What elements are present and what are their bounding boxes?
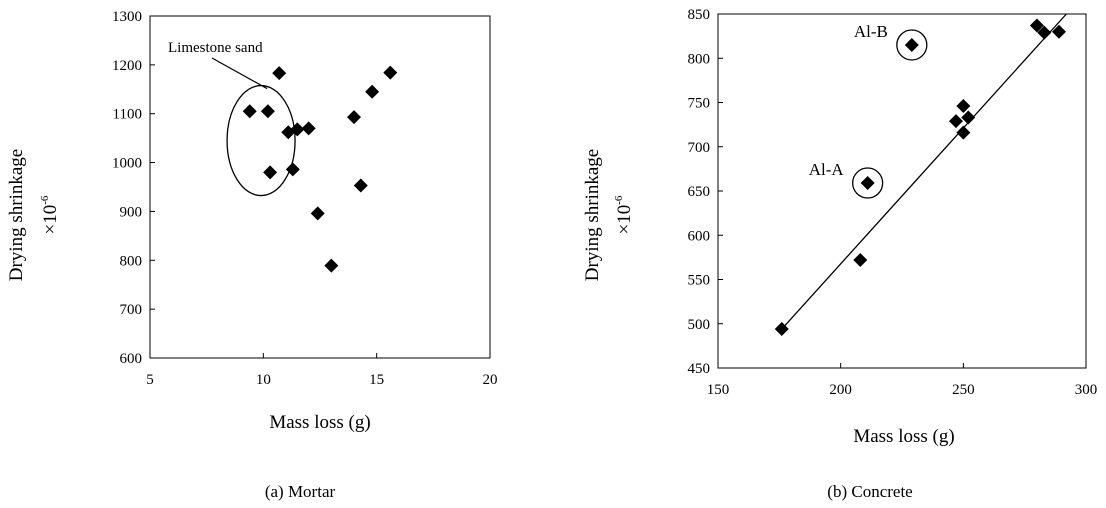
concrete-y-axis-unit: ×10-6	[613, 195, 635, 234]
mortar-data-point	[272, 66, 287, 81]
mortar-x-tick-label: 5	[146, 372, 154, 388]
concrete-x-tick-label: 250	[952, 382, 975, 398]
mortar-data-point	[242, 104, 257, 119]
mortar-data-point	[260, 104, 275, 119]
mortar-y-tick-label: 600	[120, 351, 143, 367]
mortar-x-tick-label: 15	[369, 372, 384, 388]
concrete-y-tick-label: 500	[688, 317, 711, 333]
mortar-y-tick-label: 900	[120, 204, 143, 220]
concrete-data-point	[1037, 25, 1052, 40]
concrete-data-point	[853, 253, 868, 268]
concrete-highlight-circle	[852, 167, 884, 199]
concrete-fit-line	[781, 13, 1067, 330]
mortar-data-point	[301, 121, 316, 136]
concrete-points	[774, 18, 1067, 337]
mortar-y-tick-label: 800	[120, 253, 143, 269]
concrete-trend-line	[781, 13, 1067, 330]
mortar-x-tick-label: 20	[483, 372, 498, 388]
concrete-y-tick-label: 650	[688, 184, 711, 200]
concrete-x-tick-label: 300	[1075, 382, 1098, 398]
concrete-y-tick-label: 550	[688, 273, 711, 289]
mortar-data-point	[310, 206, 325, 221]
mortar-y-tick-label: 1200	[112, 58, 142, 74]
concrete-y-tick-label: 700	[688, 140, 711, 156]
concrete-data-point	[956, 99, 971, 114]
concrete-data-point	[860, 176, 875, 191]
mortar-y-unit-base: ×10	[40, 205, 61, 235]
mortar-y-ticks: 600 700 800 900 1000 1100 1200 1300	[112, 9, 155, 367]
concrete-point-label: Al-A	[809, 160, 845, 179]
concrete-data-point	[774, 322, 789, 337]
concrete-highlight-circle	[896, 29, 928, 61]
concrete-x-ticks: 150 200 250 300	[707, 363, 1098, 398]
concrete-y-ticks: 450 500 550 600 650 700 750 800 850	[688, 7, 723, 377]
mortar-y-axis-unit: ×10-6	[39, 195, 61, 234]
mortar-y-axis-label: Drying shrinkage	[6, 149, 27, 281]
concrete-y-axis-label: Drying shrinkage	[582, 149, 603, 281]
mortar-data-point	[324, 258, 339, 273]
mortar-plot-frame	[149, 15, 491, 359]
mortar-data-point	[263, 165, 278, 180]
concrete-x-tick-label: 200	[829, 382, 852, 398]
concrete-annotations: Al-A Al-B	[809, 22, 928, 199]
concrete-y-tick-label: 850	[688, 7, 711, 23]
concrete-plot-frame	[717, 13, 1087, 369]
mortar-limestone-label: Limestone sand	[168, 40, 263, 56]
mortar-data-point	[347, 110, 361, 125]
mortar-panel: 600 700 800 900 1000 1100 1200 1300 5 10 15 20 Lim…	[6, 9, 498, 501]
mortar-caption: (a) Mortar	[265, 482, 336, 501]
concrete-y-tick-label: 600	[688, 228, 711, 244]
concrete-data-point	[1052, 24, 1067, 39]
mortar-points	[242, 65, 398, 273]
mortar-data-point	[365, 84, 380, 99]
concrete-x-tick-label: 150	[707, 382, 730, 398]
mortar-y-tick-label: 1100	[113, 107, 142, 123]
concrete-x-axis-label: Mass loss (g)	[853, 426, 954, 447]
concrete-data-point	[1029, 18, 1044, 33]
mortar-x-axis-label: Mass loss (g)	[269, 412, 370, 433]
concrete-y-tick-label: 450	[688, 361, 711, 377]
mortar-x-ticks: 5 10 15 20	[146, 353, 498, 388]
mortar-y-tick-label: 1000	[112, 156, 142, 172]
concrete-point-label: Al-B	[854, 22, 888, 41]
concrete-y-tick-label: 750	[688, 96, 711, 112]
mortar-data-point	[383, 65, 398, 80]
mortar-y-unit-exp: -6	[39, 195, 51, 205]
concrete-data-point	[956, 125, 971, 140]
mortar-limestone-ellipse	[226, 84, 296, 197]
mortar-data-point	[353, 178, 368, 193]
mortar-y-tick-label: 700	[120, 302, 143, 318]
concrete-caption: (b) Concrete	[827, 482, 912, 501]
concrete-data-point	[904, 37, 919, 52]
concrete-data-point	[948, 114, 963, 129]
concrete-y-unit-exp: -6	[613, 195, 625, 205]
concrete-data-point	[961, 110, 976, 125]
mortar-data-point	[285, 162, 300, 177]
mortar-x-tick-label: 10	[256, 372, 271, 388]
mortar-y-tick-label: 1300	[112, 9, 142, 25]
mortar-annotation: Limestone sand	[168, 40, 296, 197]
concrete-y-tick-label: 800	[688, 51, 711, 67]
concrete-y-unit-base: ×10	[614, 205, 635, 235]
mortar-data-point	[290, 122, 305, 137]
mortar-limestone-leader	[211, 57, 268, 90]
concrete-panel: 450 500 550 600 650 700 750 800 850 150 200 250 300…	[582, 7, 1097, 501]
